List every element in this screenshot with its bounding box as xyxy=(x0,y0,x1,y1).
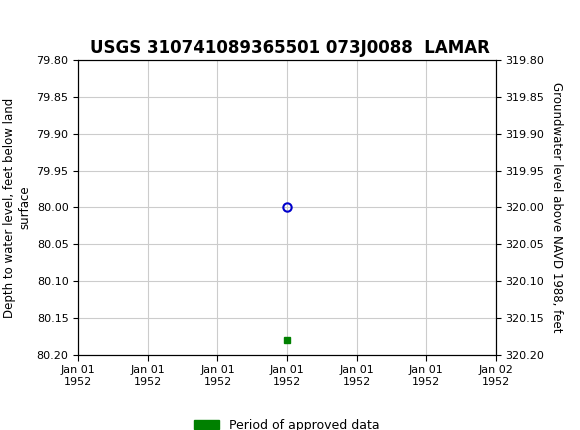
Text: ≡USGS: ≡USGS xyxy=(5,12,86,33)
Y-axis label: Depth to water level, feet below land
surface: Depth to water level, feet below land su… xyxy=(3,97,31,318)
Legend: Period of approved data: Period of approved data xyxy=(189,414,385,430)
Text: USGS 310741089365501 073J0088  LAMAR: USGS 310741089365501 073J0088 LAMAR xyxy=(90,39,490,57)
FancyBboxPatch shape xyxy=(3,4,49,41)
Y-axis label: Groundwater level above NAVD 1988, feet: Groundwater level above NAVD 1988, feet xyxy=(550,82,563,333)
